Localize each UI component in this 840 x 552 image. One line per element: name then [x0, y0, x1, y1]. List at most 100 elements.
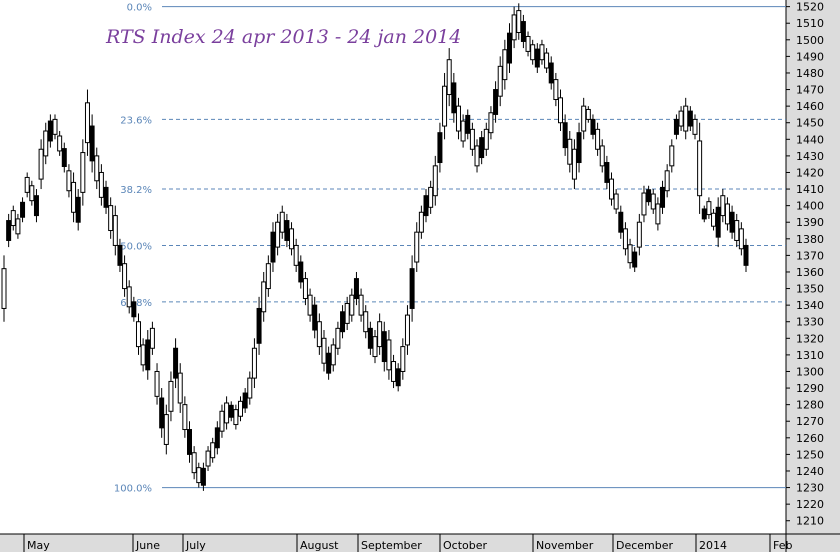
fib-level-label: 100.0% [114, 484, 152, 495]
candle [75, 189, 81, 231]
candle-body [474, 145, 480, 167]
candle [738, 222, 744, 256]
candle [98, 164, 104, 206]
candle [89, 114, 95, 173]
candle [465, 109, 471, 140]
candle-body [321, 337, 327, 364]
candle [112, 205, 118, 256]
candle [196, 462, 202, 488]
candle-body [326, 352, 332, 374]
candle [38, 139, 44, 190]
candle [293, 238, 299, 272]
y-tick-label: 1380 [796, 233, 824, 246]
candle [242, 388, 248, 413]
y-tick-label: 1290 [796, 382, 824, 395]
candle [664, 164, 670, 198]
candle-body [627, 244, 633, 264]
candle-body [71, 181, 77, 213]
candle [265, 255, 271, 297]
y-tick-label: 1280 [796, 399, 824, 412]
x-tick-label: September [361, 539, 422, 552]
candle [734, 213, 740, 248]
candle-body [599, 145, 605, 167]
candle [94, 147, 100, 190]
candle-body [353, 278, 359, 300]
candle-body [358, 294, 364, 316]
candle-body [10, 210, 16, 227]
candle [173, 338, 179, 389]
y-axis-ticks: 1210 1220 1230 1240 1250 1260 1270 1280 1290 1300… [786, 1, 824, 528]
candle [576, 122, 582, 173]
candle [548, 56, 554, 90]
y-tick-label: 1340 [796, 299, 824, 312]
candle [660, 180, 666, 214]
candle [1, 255, 7, 322]
y-tick-label: 1480 [796, 67, 824, 80]
candle [743, 238, 749, 272]
candle [284, 213, 290, 248]
candle [298, 255, 304, 289]
candle-body [678, 110, 684, 127]
candle-body [711, 212, 717, 227]
candle-body [655, 203, 661, 225]
candle [516, 3, 522, 40]
candle-body [159, 397, 165, 429]
candle-body [636, 221, 642, 248]
candle [205, 446, 211, 471]
x-tick-label: October [443, 539, 487, 552]
candle [154, 363, 160, 405]
candle-body [488, 112, 494, 134]
candle-body [131, 301, 137, 318]
candle [52, 114, 58, 140]
y-tick-label: 1440 [796, 133, 824, 146]
candle [669, 139, 675, 173]
candle-body [414, 231, 420, 263]
candle-body [432, 165, 438, 197]
candle-body [340, 311, 346, 333]
candle [289, 222, 295, 256]
y-tick-label: 1360 [796, 266, 824, 279]
candle [423, 189, 429, 223]
y-tick-label: 1450 [796, 117, 824, 130]
candle [219, 404, 225, 438]
candle-body [724, 203, 730, 225]
candle-body [145, 339, 151, 371]
candle [71, 172, 77, 223]
candle-body [446, 59, 452, 96]
candle [404, 305, 410, 355]
candle-body [29, 185, 35, 202]
candle [177, 363, 183, 413]
candle [302, 271, 308, 306]
y-tick-label: 1510 [796, 17, 824, 30]
candle-body [251, 347, 257, 379]
candle [261, 271, 267, 322]
candle-body [534, 48, 540, 68]
candle-body [24, 176, 30, 193]
y-tick-label: 1210 [796, 515, 824, 528]
candle-body [372, 336, 378, 358]
y-tick-label: 1400 [796, 200, 824, 213]
candle-body [200, 467, 206, 486]
candle [214, 421, 220, 455]
candle [307, 288, 313, 322]
candle-body [98, 171, 104, 198]
candle [57, 131, 63, 156]
y-tick-label: 1350 [796, 283, 824, 296]
candle [451, 72, 457, 123]
y-tick-label: 1220 [796, 498, 824, 511]
candle [168, 371, 174, 422]
candle [706, 197, 712, 219]
fib-level-label: 0.0% [127, 3, 152, 14]
candle-body [140, 344, 146, 366]
candle-body [214, 427, 220, 449]
candle [469, 122, 475, 156]
candle-body [177, 372, 183, 404]
y-tick-label: 1490 [796, 50, 824, 63]
candle-body [210, 442, 216, 459]
candle-body [562, 122, 568, 149]
candle-body [469, 128, 475, 150]
candle-body [43, 130, 49, 157]
candle [187, 421, 192, 463]
candle-body [112, 215, 118, 246]
